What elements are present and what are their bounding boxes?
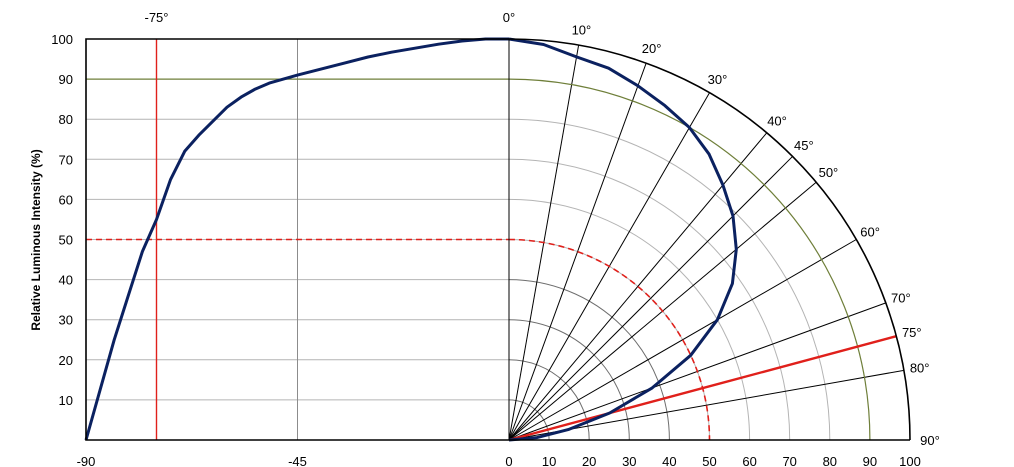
y-axis-label: Relative Luminous Intensity (%)	[29, 149, 43, 330]
radial-tick-label-40: 40	[662, 454, 676, 467]
radial-tick-label-20: 20	[582, 454, 596, 467]
outer-arc-100	[508, 38, 911, 441]
y-tick-label-90: 90	[59, 72, 73, 87]
radial-tick-label-80: 80	[823, 454, 837, 467]
radial-tick-label-60: 60	[742, 454, 756, 467]
curve-layer	[84, 37, 738, 442]
y-tick-label-30: 30	[59, 313, 73, 328]
y-tick-label-50: 50	[59, 233, 73, 248]
cartesian-intensity-curve	[84, 37, 509, 441]
radial-tick-label-70: 70	[782, 454, 796, 467]
angle-label-80: 80°	[910, 361, 930, 376]
y-tick-label-10: 10	[59, 393, 73, 408]
top-label-minus75: -75°	[145, 10, 169, 25]
radial-tick-label-50: 50	[702, 454, 716, 467]
polar-spoke-40	[508, 132, 768, 441]
angle-label-70: 70°	[891, 290, 911, 305]
angle-label-90: 90°	[920, 433, 940, 448]
angle-label-45: 45°	[794, 138, 814, 153]
label-layer: 10 20 30 40 50 60 70 80 90 100 -90 -45 0 10 20 30 40 50 60…	[51, 10, 940, 467]
radial-tick-label-10: 10	[542, 454, 556, 467]
frame-layer	[85, 38, 911, 441]
y-tick-label-60: 60	[59, 192, 73, 207]
angle-label-20: 20°	[642, 41, 662, 56]
radial-tick-label-100: 100	[899, 454, 921, 467]
radial-tick-label-30: 30	[622, 454, 636, 467]
polar-spoke-60	[508, 239, 857, 441]
y-tick-label-70: 70	[59, 152, 73, 167]
angle-label-30: 30°	[708, 72, 728, 87]
y-tick-label-80: 80	[59, 112, 73, 127]
radial-tick-label-90: 90	[863, 454, 877, 467]
reference-lines	[86, 39, 897, 442]
angle-label-10: 10°	[572, 22, 592, 37]
x-tick-label--45: -45	[288, 454, 307, 467]
angle-label-75: 75°	[902, 325, 922, 340]
radial-tick-label-0: 0	[505, 454, 512, 467]
half-angle-polar-line	[508, 335, 897, 442]
angle-label-50: 50°	[819, 165, 839, 180]
polar-spoke-45	[508, 156, 793, 441]
polar-intensity-curve	[508, 37, 738, 442]
top-label-0deg: 0°	[503, 10, 515, 25]
half-intensity-dashed-arc	[508, 238, 711, 441]
y-tick-label-40: 40	[59, 273, 73, 288]
angle-label-60: 60°	[860, 225, 880, 240]
level-90-arc	[508, 78, 871, 441]
x-tick-label-minus90: -90	[77, 454, 96, 467]
y-tick-label-100: 100	[51, 32, 73, 47]
angle-label-40: 40°	[767, 114, 787, 129]
y-tick-label-20: 20	[59, 353, 73, 368]
chart-frame	[85, 38, 910, 441]
